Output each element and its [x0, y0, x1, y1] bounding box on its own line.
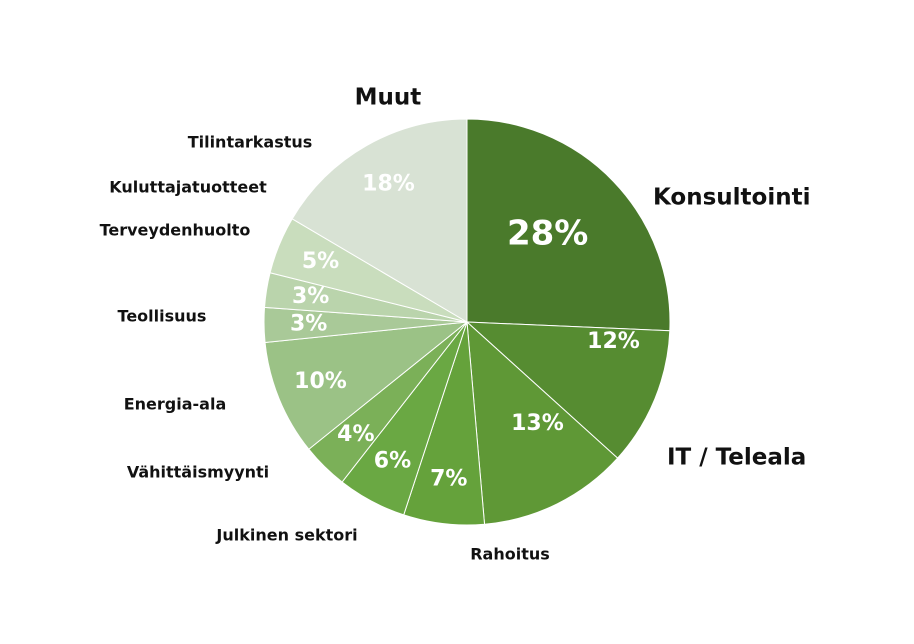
pie-slice — [466, 320, 619, 525]
value-label: 13% — [511, 411, 564, 436]
pie-slice — [465, 321, 671, 459]
category-label: Terveydenhuolto — [100, 221, 251, 240]
value-label: 28% — [507, 213, 588, 253]
value-label: 4% — [337, 422, 374, 447]
category-label: Teollisuus — [118, 307, 207, 326]
category-label: Tilintarkastus — [188, 133, 313, 152]
category-label: IT / Teleala — [667, 445, 806, 471]
category-label: Rahoitus — [470, 545, 550, 564]
category-label: Konsultointi — [653, 185, 810, 211]
category-label: Julkinen sektori — [215, 526, 357, 545]
category-label: Kuluttajatuotteet — [109, 178, 267, 197]
category-label: Vähittäismyynti — [127, 463, 269, 482]
value-label: 10% — [294, 369, 347, 394]
value-label: 7% — [430, 466, 467, 491]
value-label: 3% — [290, 311, 327, 336]
category-label: Muut — [355, 85, 422, 111]
pie-slice — [466, 118, 671, 332]
pie-slice — [264, 321, 469, 450]
value-label: 12% — [587, 329, 640, 354]
category-label: Energia-ala — [124, 395, 227, 414]
value-label: 6% — [374, 449, 411, 474]
value-label: 3% — [292, 284, 329, 309]
pie-slice — [291, 118, 468, 323]
value-label: 5% — [302, 249, 339, 274]
value-label: 18% — [362, 171, 415, 196]
